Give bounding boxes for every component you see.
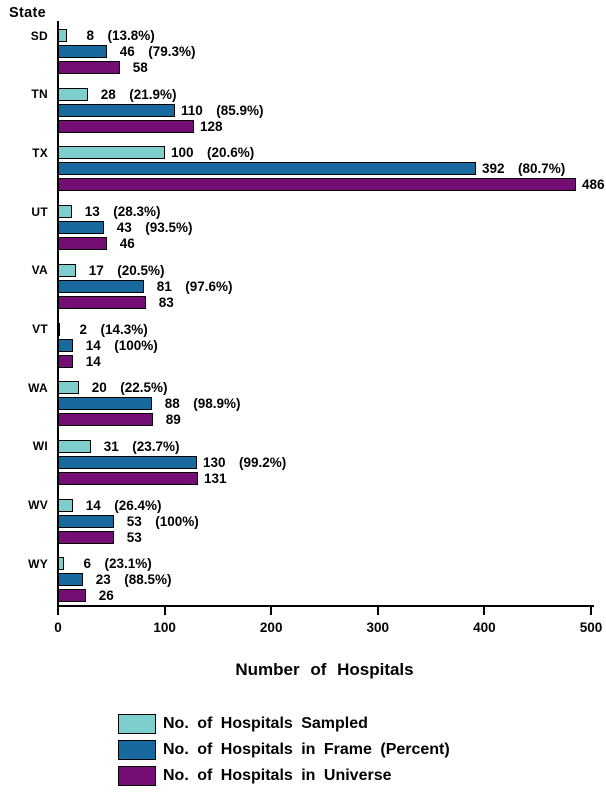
x-tick-mark: [483, 607, 486, 615]
bar: [58, 338, 73, 352]
x-tick-label: 200: [259, 620, 283, 635]
bar-value-label: 14: [79, 353, 101, 369]
bar: [58, 381, 79, 395]
bar-value-label: 43 (93.5%): [110, 220, 193, 236]
bar: [58, 103, 175, 117]
bar-value-label: 486: [582, 177, 605, 193]
x-tick-label: 100: [153, 620, 176, 635]
bar: [58, 295, 146, 309]
bar: [58, 397, 152, 411]
category-label: WY: [28, 556, 48, 571]
legend-label: No. of Hospitals in Universe: [163, 767, 392, 784]
bar-value-label: 128: [200, 118, 223, 134]
x-tick-mark: [57, 607, 59, 615]
bar: [58, 119, 194, 133]
legend-row: No. of Hospitals in Universe: [118, 766, 450, 786]
legend-row: No. of Hospitals Sampled: [118, 714, 450, 734]
bar: [58, 162, 476, 176]
bar-value-label: 14 (26.4%): [79, 497, 162, 513]
bar: [58, 530, 114, 544]
bar: [58, 45, 107, 58]
bar-value-label: 110 (85.9%): [181, 102, 264, 118]
bar-value-label: 23 (88.5%): [89, 572, 172, 588]
bar: [58, 498, 73, 512]
category-label: WV: [28, 498, 48, 513]
bar-value-label: 46: [113, 236, 135, 252]
category-label: SD: [30, 28, 48, 43]
bar-value-label: 131: [204, 470, 227, 486]
category-label: TX: [32, 145, 48, 160]
bar: [58, 557, 64, 571]
x-axis-line: [57, 605, 594, 607]
legend-swatch-universe: [118, 766, 156, 786]
bar-value-label: 100 (20.6%): [171, 145, 255, 161]
x-tick-mark: [376, 607, 379, 615]
bar-value-label: 13 (28.3%): [78, 204, 161, 220]
bar: [58, 354, 73, 368]
bar: [58, 263, 76, 277]
x-tick-label: 400: [473, 620, 496, 635]
bar-value-label: 2 (14.3%): [66, 321, 148, 337]
x-tick-mark: [590, 607, 592, 615]
x-tick-label: 0: [54, 620, 62, 635]
x-tick-label: 300: [366, 620, 390, 635]
bar: [58, 573, 83, 587]
bar: [58, 514, 114, 528]
x-tick-label: 500: [579, 620, 603, 635]
x-tick-mark: [163, 607, 166, 615]
bar-value-label: 31 (23.7%): [97, 438, 180, 454]
bar: [58, 146, 165, 160]
bar: [58, 279, 144, 293]
category-label: VA: [31, 263, 48, 278]
bar-value-label: 17 (20.5%): [82, 262, 165, 278]
legend-row: No. of Hospitals in Frame (Percent): [118, 740, 450, 760]
bar-value-label: 8 (13.8%): [73, 28, 155, 43]
bar: [58, 205, 72, 219]
category-label: WA: [28, 380, 48, 395]
y-axis-line: [57, 21, 59, 607]
x-tick-mark: [270, 607, 273, 615]
bar: [58, 439, 91, 453]
category-label: TN: [31, 87, 48, 102]
bar: [58, 471, 198, 485]
category-label: VT: [32, 322, 48, 336]
bar-value-label: 14 (100%): [79, 337, 158, 353]
legend-label: No. of Hospitals Sampled: [163, 715, 368, 732]
bar-value-label: 88 (98.9%): [158, 396, 241, 412]
bar-value-label: 46 (79.3%): [113, 44, 196, 59]
bar: [58, 455, 197, 469]
bar-value-label: 83: [152, 294, 174, 310]
legend-swatch-frame: [118, 740, 156, 760]
bar-value-label: 392 (80.7%): [482, 161, 566, 177]
bar-value-label: 28 (21.9%): [94, 86, 177, 102]
category-label: UT: [31, 204, 48, 219]
x-axis-title: Number of Hospitals: [235, 660, 414, 679]
bar-value-label: 130 (99.2%): [203, 454, 287, 470]
legend: No. of Hospitals Sampled No. of Hospital…: [118, 714, 450, 786]
bar: [58, 87, 88, 101]
y-axis-title: State: [9, 5, 46, 21]
legend-swatch-sampled: [118, 714, 156, 734]
bar: [58, 589, 86, 603]
bar: [58, 237, 107, 251]
bar-value-label: 81 (97.6%): [150, 278, 233, 294]
bar: [58, 61, 120, 74]
bar-value-label: 58: [126, 60, 148, 75]
bar-value-label: 89: [159, 412, 181, 428]
bar: [58, 29, 67, 42]
bar-value-label: 53: [120, 529, 142, 545]
category-label: WI: [32, 439, 48, 454]
bar: [58, 178, 576, 192]
legend-label: No. of Hospitals in Frame (Percent): [163, 741, 450, 758]
bar-value-label: 26: [92, 588, 114, 604]
bar-value-label: 20 (22.5%): [85, 380, 168, 396]
bar: [58, 322, 60, 336]
bar: [58, 413, 153, 427]
bar: [58, 221, 104, 235]
bar-value-label: 53 (100%): [120, 513, 199, 529]
bar-value-label: 6 (23.1%): [70, 556, 152, 572]
